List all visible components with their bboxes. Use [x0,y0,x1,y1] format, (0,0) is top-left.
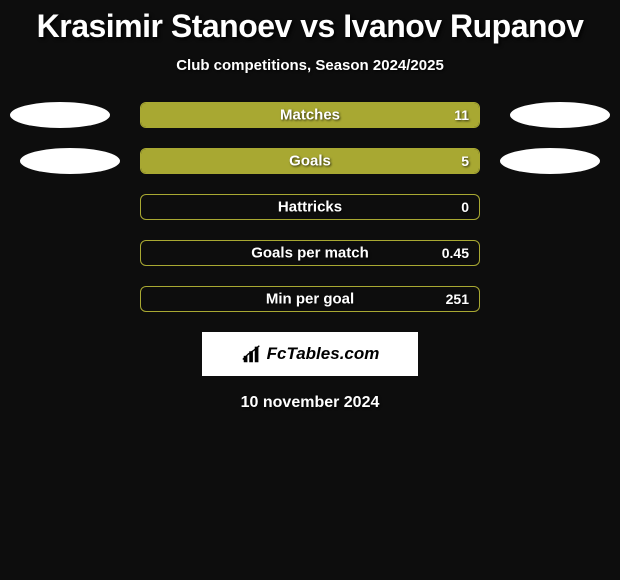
stat-bar-matches: Matches 11 [140,102,480,128]
date-text: 10 november 2024 [0,394,620,412]
stats-area: Matches 11 Goals 5 Hattricks 0 Goals per… [0,102,620,312]
bar-chart-icon [241,343,263,365]
decorative-ellipse-right-2 [500,148,600,174]
stat-bar-min-per-goal: Min per goal 251 [140,286,480,312]
stat-bars: Matches 11 Goals 5 Hattricks 0 Goals per… [140,102,480,312]
stat-bar-hattricks: Hattricks 0 [140,194,480,220]
stat-bar-goals-per-match: Goals per match 0.45 [140,240,480,266]
stat-value: 251 [446,291,469,307]
stat-value: 0 [461,199,469,215]
logo-text: FcTables.com [267,344,380,364]
decorative-ellipse-right-1 [510,102,610,128]
logo-content: FcTables.com [241,343,380,365]
page-title: Krasimir Stanoev vs Ivanov Rupanov [0,8,620,45]
subtitle: Club competitions, Season 2024/2025 [0,57,620,74]
stat-label: Goals [289,153,331,170]
stat-label: Goals per match [251,245,369,262]
stat-value: 5 [461,153,469,169]
decorative-ellipse-left-1 [10,102,110,128]
stat-label: Min per goal [266,291,354,308]
decorative-ellipse-left-2 [20,148,120,174]
stat-label: Matches [280,107,340,124]
stat-value: 0.45 [442,245,469,261]
infographic-container: Krasimir Stanoev vs Ivanov Rupanov Club … [0,0,620,412]
stat-label: Hattricks [278,199,342,216]
stat-bar-goals: Goals 5 [140,148,480,174]
logo-box: FcTables.com [202,332,418,376]
stat-value: 11 [454,107,469,123]
